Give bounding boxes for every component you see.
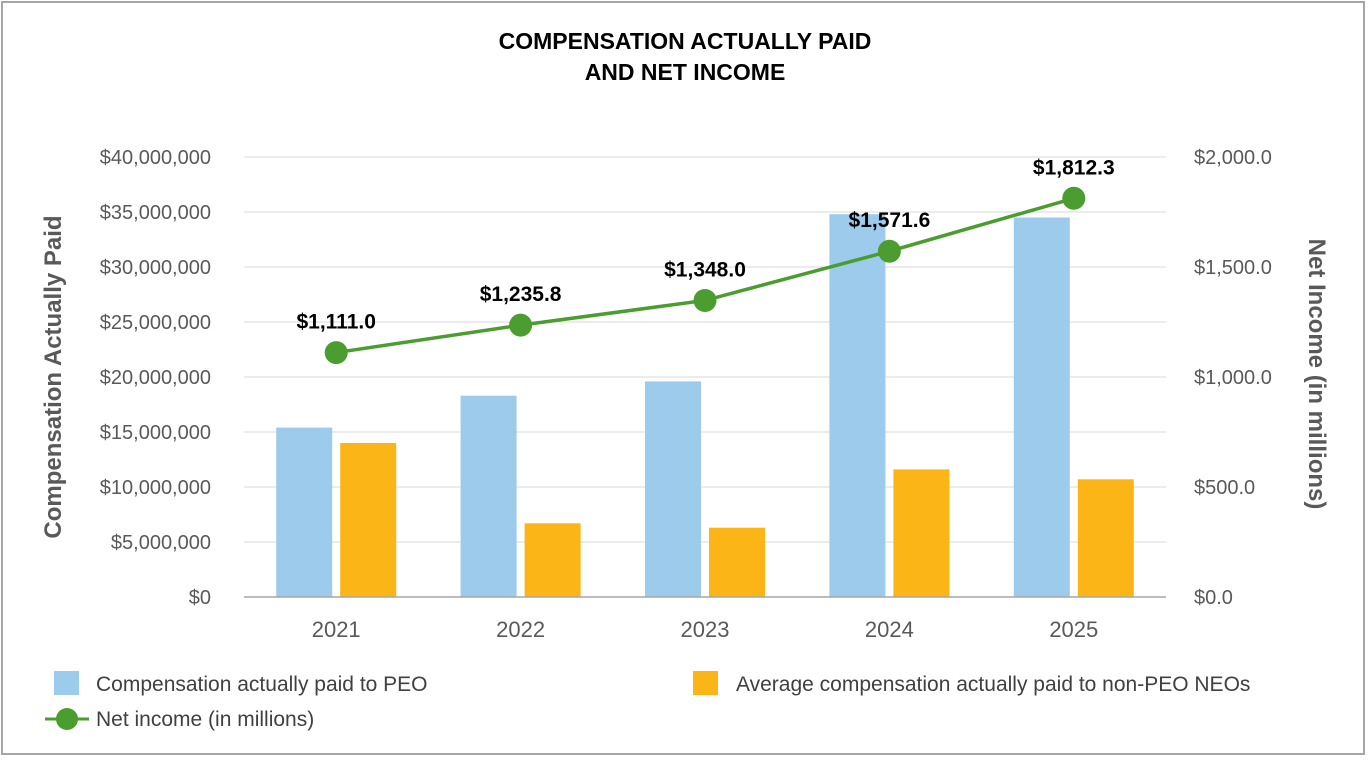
net-income-marker-2025 <box>1062 186 1086 210</box>
y-tick-label: $30,000,000 <box>100 257 211 279</box>
bar-peo-2025 <box>1013 217 1070 597</box>
y2-tick-label: $1,500.0 <box>1194 257 1272 279</box>
legend-label-neo: Average compensation actually paid to no… <box>736 673 1250 696</box>
gridlines <box>244 156 1166 543</box>
bar-neo-2025 <box>1077 479 1134 597</box>
y-axis-ticks: $0 $5,000,000 $10,000,000 $15,000,000 $20,00… <box>100 147 211 609</box>
bar-neo-2023 <box>709 527 765 597</box>
legend-swatch-neo <box>693 671 718 695</box>
legend-label-peo: Compensation actually paid to PEO <box>96 673 428 696</box>
y-tick-label: $25,000,000 <box>100 312 211 334</box>
bar-neo-2022 <box>524 523 581 597</box>
x-tick-label: 2024 <box>865 617 914 642</box>
x-tick-label: 2023 <box>681 617 730 642</box>
net-income-marker-2024 <box>877 239 901 263</box>
bar-neo-2021 <box>340 443 397 597</box>
y2-tick-label: $2,000.0 <box>1194 147 1272 169</box>
y-tick-label: $20,000,000 <box>100 367 211 389</box>
net-income-marker-2022 <box>509 313 533 337</box>
y2-axis-ticks: $0.0 $500.0 $1,000.0 $1,500.0 $2,000.0 <box>1194 147 1272 609</box>
bar-peo-2021 <box>276 427 333 597</box>
net-income-label-2023: $1,348.0 <box>664 258 746 281</box>
net-income-label-2025: $1,812.3 <box>1033 156 1115 179</box>
bar-peo-2024 <box>829 214 886 597</box>
net-income-label-2021: $1,111.0 <box>296 311 375 334</box>
y-tick-label: $40,000,000 <box>100 147 211 169</box>
bars <box>276 214 1134 597</box>
data-labels: $1,111.0 $1,235.8 $1,348.0 $1,571.6 $1,812.3 <box>296 156 1114 333</box>
net-income-marker-2023 <box>693 288 717 312</box>
x-tick-label: 2025 <box>1049 617 1098 642</box>
y2-tick-label: $1,000.0 <box>1194 367 1272 389</box>
net-income-label-2022: $1,235.8 <box>480 283 562 306</box>
y-tick-label: $0 <box>189 587 211 609</box>
y2-tick-label: $0.0 <box>1194 587 1233 609</box>
bar-neo-2024 <box>893 469 950 597</box>
x-axis-ticks: 2021 2022 2023 2024 2025 <box>312 617 1099 642</box>
x-tick-label: 2021 <box>312 617 361 642</box>
y-tick-label: $5,000,000 <box>111 532 211 554</box>
y-tick-label: $10,000,000 <box>100 477 211 499</box>
chart-title-line-1: COMPENSATION ACTUALLY PAID <box>499 28 872 54</box>
y-axis-label: Compensation Actually Paid <box>40 215 67 538</box>
y2-tick-label: $500.0 <box>1194 477 1255 499</box>
legend-swatch-marker <box>56 708 78 730</box>
net-income-label-2024: $1,571.6 <box>849 209 931 232</box>
y-tick-label: $35,000,000 <box>100 202 211 224</box>
legend-swatch-peo <box>54 671 79 695</box>
y-tick-label: $15,000,000 <box>100 422 211 444</box>
legend-label-net-income: Net income (in millions) <box>96 708 314 731</box>
net-income-marker-2021 <box>324 341 348 365</box>
bar-peo-2022 <box>460 395 517 597</box>
net-income-line <box>324 186 1086 365</box>
chart-title-line-2: AND NET INCOME <box>585 59 786 85</box>
y2-axis-label: Net Income (in millions) <box>1303 239 1330 510</box>
x-tick-label: 2022 <box>496 617 545 642</box>
legend: Compensation actually paid to PEO Averag… <box>45 671 1250 731</box>
bar-peo-2023 <box>645 381 701 597</box>
